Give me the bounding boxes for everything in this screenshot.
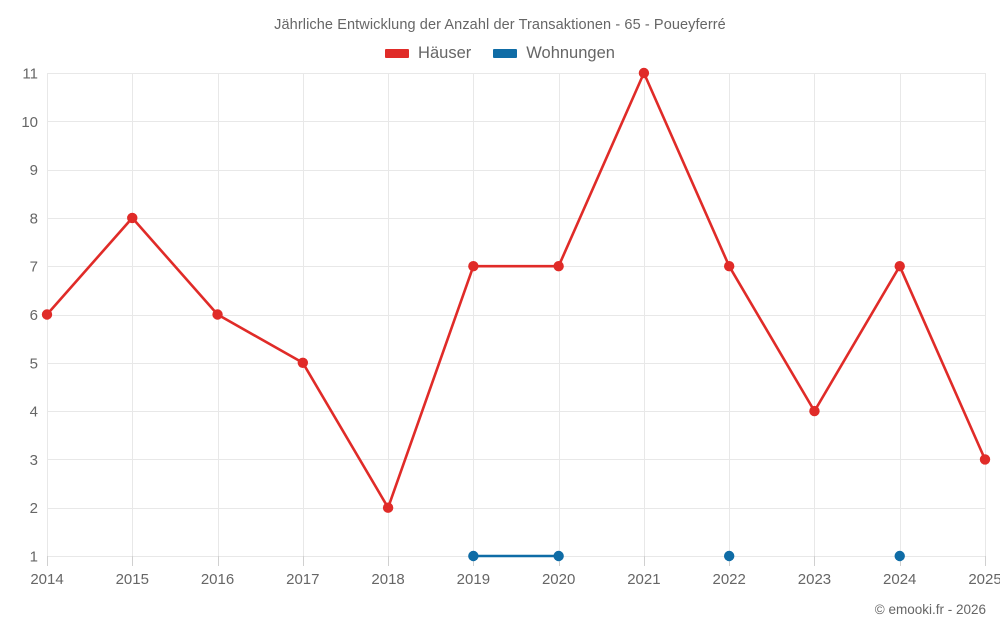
data-point[interactable]	[468, 261, 479, 272]
x-axis-tick-label: 2020	[542, 571, 575, 588]
data-point[interactable]	[297, 357, 309, 368]
data-point[interactable]	[809, 405, 820, 417]
y-axis-tick-label: 8	[30, 210, 38, 227]
series-hauser	[41, 67, 991, 513]
y-axis-tick-label: 11	[22, 66, 38, 83]
data-point[interactable]	[212, 309, 223, 320]
legend-label-hauser: Häuser	[418, 44, 472, 62]
data-point[interactable]	[723, 550, 735, 562]
legend-item-hauser[interactable]: Häuser	[385, 44, 471, 63]
x-axis-tick-label: 2017	[286, 571, 319, 588]
y-axis-tick-label: 1	[30, 549, 38, 566]
data-point[interactable]	[553, 550, 564, 562]
y-axis-tick-label: 9	[30, 162, 38, 179]
series-wohnungen	[468, 550, 905, 562]
x-axis-tick-label: 2019	[457, 571, 490, 588]
legend-label-wohnungen: Wohnungen	[526, 44, 615, 62]
y-axis-tick-label: 2	[30, 500, 38, 517]
legend-swatch-hauser	[385, 49, 410, 58]
gridlines-group	[47, 73, 986, 557]
y-axis-tick-label: 5	[30, 355, 38, 372]
data-point[interactable]	[638, 67, 650, 79]
y-axis-tick-label: 7	[30, 259, 38, 276]
x-axis-tick-label: 2024	[883, 571, 916, 588]
copyright-credit: © emooki.fr - 2026	[874, 602, 986, 617]
data-point[interactable]	[127, 212, 138, 224]
chart-legend: Häuser Wohnungen	[0, 44, 1000, 63]
x-axis-tick-label: 2018	[371, 571, 404, 588]
x-axis-tick-label: 2021	[627, 571, 660, 588]
x-axis-tick-label: 2016	[201, 571, 234, 588]
data-point[interactable]	[894, 550, 905, 562]
x-axis-tick-label: 2025	[968, 571, 1000, 588]
x-axis-tick-label: 2022	[712, 571, 745, 588]
data-point[interactable]	[468, 550, 479, 562]
x-axis-labels: 2014 2015 2016 2017 2018 2019 2020 2021 2022 2023…	[30, 571, 1000, 588]
data-point[interactable]	[979, 454, 991, 465]
x-axis-tick-label: 2023	[798, 571, 831, 588]
x-axis-tick-label: 2014	[30, 571, 63, 588]
legend-swatch-wohnungen	[493, 49, 518, 58]
data-point[interactable]	[723, 261, 735, 272]
y-axis-labels: 1 2 3 4 5 6 7 8 9 10 11	[21, 66, 38, 566]
data-point[interactable]	[894, 261, 905, 272]
tickmarks-group	[47, 556, 986, 566]
y-axis-tick-label: 10	[21, 114, 38, 131]
y-axis-tick-label: 6	[30, 307, 38, 324]
data-series-group	[41, 67, 991, 562]
legend-item-wohnungen[interactable]: Wohnungen	[493, 44, 615, 63]
data-point[interactable]	[553, 261, 564, 272]
x-axis-tick-label: 2015	[116, 571, 149, 588]
chart-title: Jährliche Entwicklung der Anzahl der Tra…	[274, 17, 726, 33]
y-axis-tick-label: 3	[30, 452, 38, 469]
y-axis-tick-label: 4	[30, 404, 38, 421]
data-point[interactable]	[382, 502, 394, 513]
data-point[interactable]	[41, 309, 53, 320]
